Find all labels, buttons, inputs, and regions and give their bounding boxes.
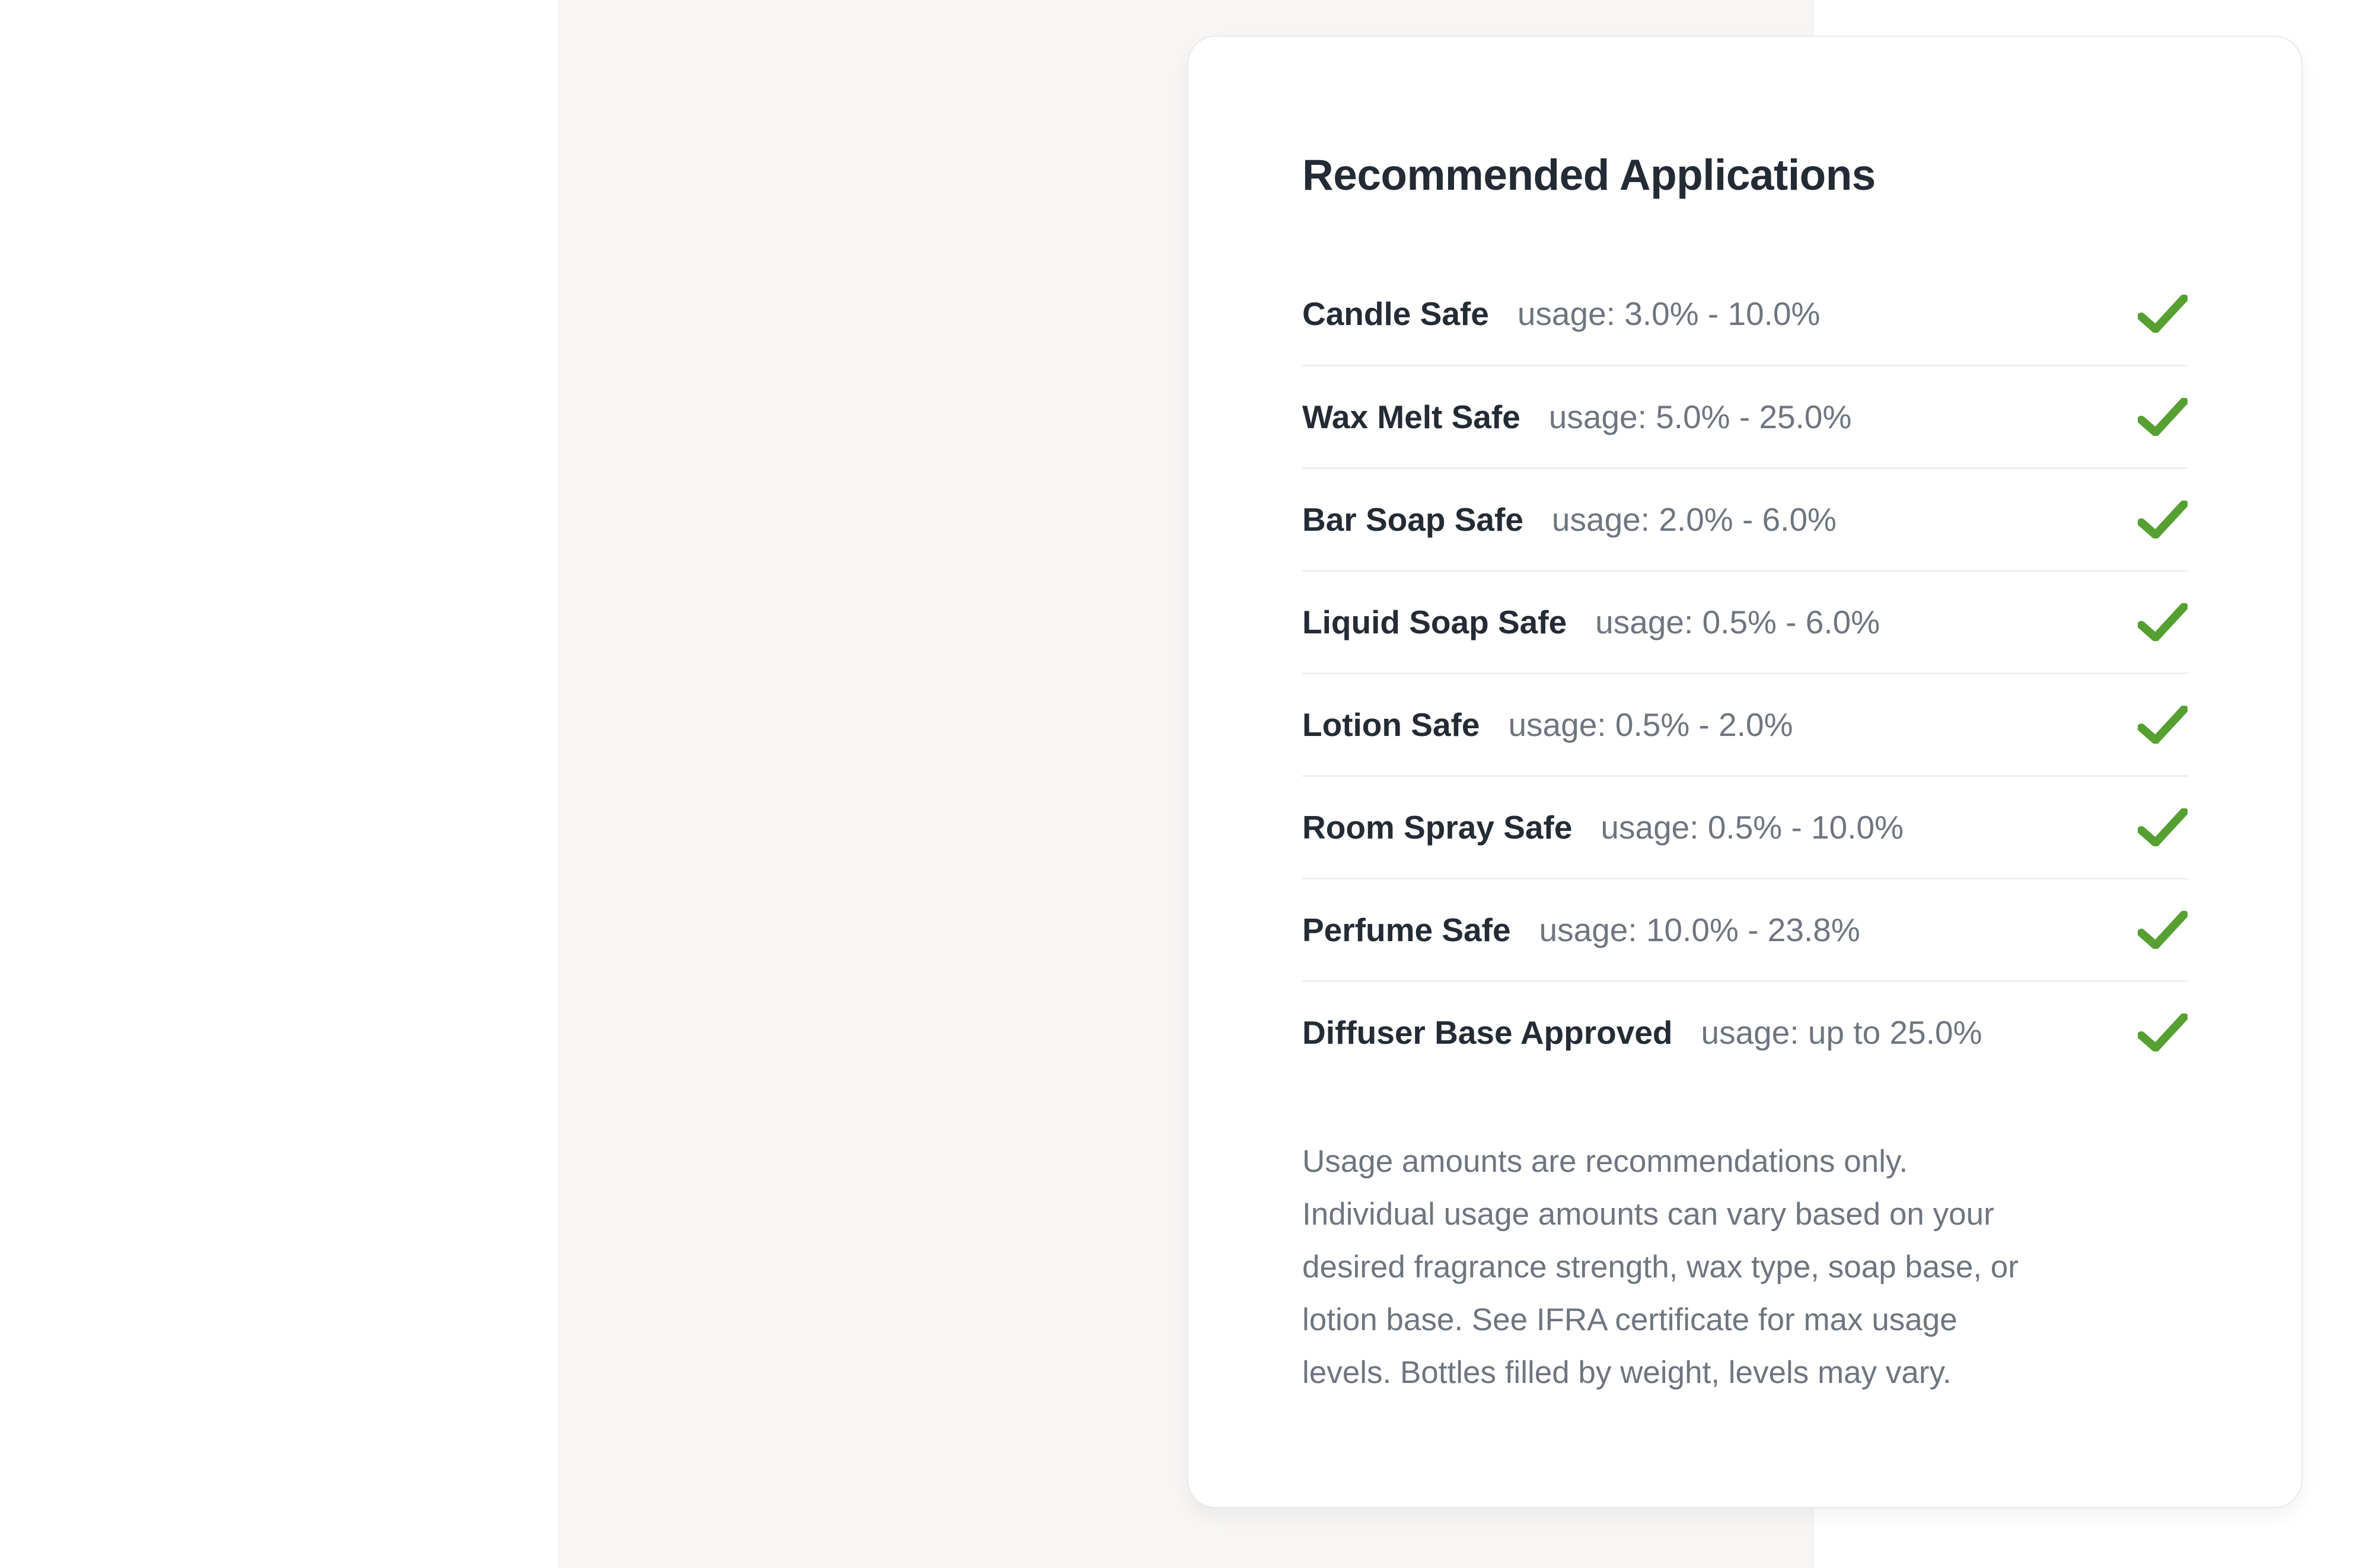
application-usage: usage: 0.5% - 10.0% — [1601, 809, 1904, 846]
application-text: Room Spray Safe usage: 0.5% - 10.0% — [1302, 808, 1904, 846]
application-label: Bar Soap Safe — [1302, 501, 1523, 538]
application-usage: usage: 0.5% - 6.0% — [1595, 604, 1880, 640]
application-row: Bar Soap Safe usage: 2.0% - 6.0% — [1302, 467, 2188, 570]
application-text: Liquid Soap Safe usage: 0.5% - 6.0% — [1302, 603, 1880, 641]
application-row: Liquid Soap Safe usage: 0.5% - 6.0% — [1302, 570, 2188, 673]
applications-list: Candle Safe usage: 3.0% - 10.0% Wax Melt … — [1302, 262, 2188, 1083]
content-column: Recommended Applications Candle Safe usag… — [557, 0, 2303, 1568]
application-text: Perfume Safe usage: 10.0% - 23.8% — [1302, 911, 1860, 949]
check-icon — [2138, 706, 2188, 744]
check-icon — [2138, 398, 2188, 436]
application-row: Diffuser Base Approved usage: up to 25.0% — [1302, 980, 2188, 1083]
check-icon — [2138, 294, 2188, 333]
check-icon — [2138, 808, 2188, 846]
check-icon — [2138, 603, 2188, 641]
application-usage: usage: 0.5% - 2.0% — [1508, 706, 1793, 743]
application-usage: usage: up to 25.0% — [1701, 1014, 1982, 1051]
application-row: Wax Melt Safe usage: 5.0% - 25.0% — [1302, 365, 2188, 467]
application-label: Wax Melt Safe — [1302, 399, 1520, 435]
application-label: Perfume Safe — [1302, 912, 1511, 948]
application-usage: usage: 3.0% - 10.0% — [1517, 295, 1821, 332]
application-row: Perfume Safe usage: 10.0% - 23.8% — [1302, 878, 2188, 980]
application-row: Room Spray Safe usage: 0.5% - 10.0% — [1302, 775, 2188, 878]
usage-disclaimer: Usage amounts are recommendations only. … — [1302, 1144, 2019, 1391]
application-text: Wax Melt Safe usage: 5.0% - 25.0% — [1302, 398, 1851, 436]
application-label: Diffuser Base Approved — [1302, 1014, 1673, 1051]
application-text: Diffuser Base Approved usage: up to 25.0% — [1302, 1014, 1982, 1051]
check-icon — [2138, 1014, 2188, 1051]
card-title: Recommended Applications — [1302, 151, 1876, 199]
check-icon — [2138, 911, 2188, 949]
recommended-applications-card: Recommended Applications Candle Safe usag… — [1187, 36, 2303, 1508]
application-row: Lotion Safe usage: 0.5% - 2.0% — [1302, 673, 2188, 775]
application-label: Room Spray Safe — [1302, 809, 1573, 846]
application-text: Bar Soap Safe usage: 2.0% - 6.0% — [1302, 501, 1837, 538]
application-row: Candle Safe usage: 3.0% - 10.0% — [1302, 262, 2188, 365]
application-usage: usage: 5.0% - 25.0% — [1548, 399, 1852, 435]
application-label: Lotion Safe — [1302, 706, 1480, 743]
application-text: Lotion Safe usage: 0.5% - 2.0% — [1302, 706, 1793, 744]
application-text: Candle Safe usage: 3.0% - 10.0% — [1302, 295, 1820, 333]
check-icon — [2138, 501, 2188, 538]
application-usage: usage: 10.0% - 23.8% — [1539, 912, 1860, 948]
application-label: Liquid Soap Safe — [1302, 604, 1567, 640]
application-usage: usage: 2.0% - 6.0% — [1551, 501, 1837, 538]
application-label: Candle Safe — [1302, 295, 1489, 332]
